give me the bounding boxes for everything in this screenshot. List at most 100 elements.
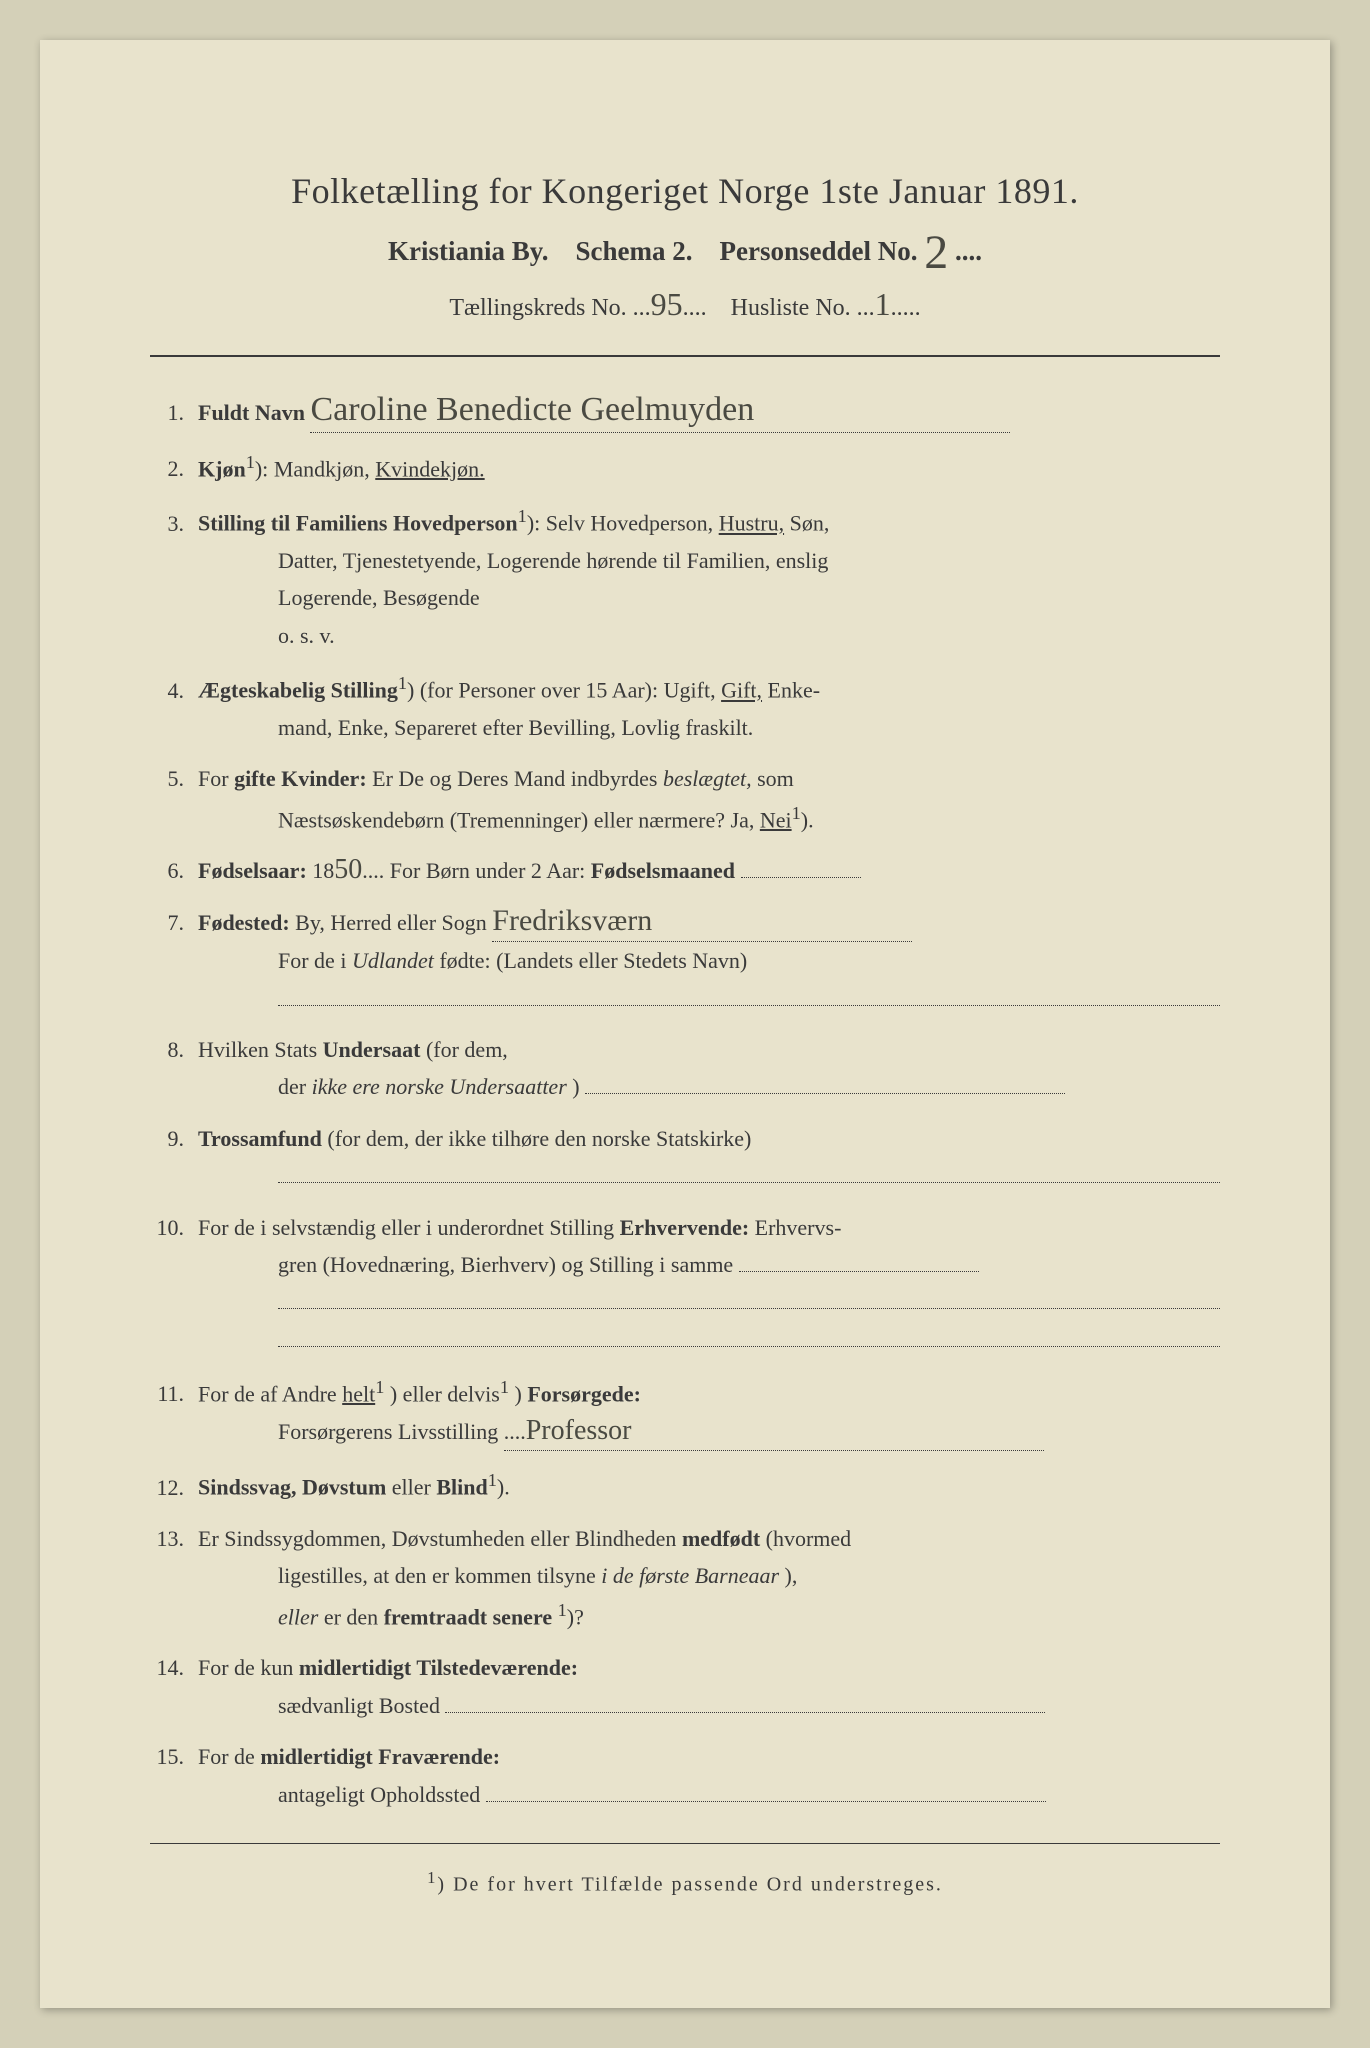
row-13-line3c: )?: [567, 1604, 584, 1629]
row-5-text2: som: [757, 766, 794, 791]
row-15-text1: For de: [198, 1744, 260, 1769]
row-8-field: [585, 1093, 1065, 1094]
census-form-page: Folketælling for Kongeriget Norge 1ste J…: [40, 40, 1330, 2008]
row-5-prefix: For: [198, 766, 234, 791]
row-8-line2b: ): [572, 1074, 579, 1099]
row-7-text1: By, Herred eller Sogn: [295, 910, 487, 935]
row-15-field: [486, 1801, 1046, 1802]
row-7: 7. Fødested: By, Herred eller Sogn Fredr…: [150, 904, 1220, 1017]
row-5-selected: Nei: [760, 807, 792, 832]
row-6-year-value: 50: [334, 856, 362, 884]
row-15-num: 15.: [150, 1738, 198, 1775]
row-6-num: 6.: [150, 852, 198, 889]
row-12-sup: 1: [488, 1470, 497, 1490]
row-14: 14. For de kun midlertidigt Tilstedevære…: [150, 1649, 1220, 1724]
row-5: 5. For gifte Kvinder: Er De og Deres Man…: [150, 760, 1220, 838]
row-11-num: 11.: [150, 1375, 198, 1412]
row-11-label: Forsørgede:: [527, 1381, 641, 1406]
row-5-text1: Er De og Deres Mand indbyrdes: [372, 766, 663, 791]
row-14-text1: For de kun: [198, 1655, 299, 1680]
row-4-opts2: Enke-: [768, 678, 821, 703]
subtitle-line-1: Kristiania By. Schema 2. Personseddel No…: [150, 236, 1220, 268]
row-8-text1: Hvilken Stats: [198, 1037, 323, 1062]
row-5-content: For gifte Kvinder: Er De og Deres Mand i…: [198, 760, 1220, 838]
personseddel-label: Personseddel No.: [720, 236, 918, 266]
row-10-content: For de i selvstændig eller i underordnet…: [198, 1209, 1220, 1359]
row-13-sup: 1: [558, 1600, 567, 1620]
row-4-line2: mand, Enke, Separeret efter Bevilling, L…: [198, 709, 1220, 746]
row-11-field: ....Professor: [504, 1413, 1044, 1451]
dots: ....: [955, 236, 982, 266]
row-12-content: Sindssvag, Døvstum eller Blind1).: [198, 1465, 1220, 1506]
row-1-num: 1.: [150, 394, 198, 431]
row-7-dotted: [198, 980, 1220, 1017]
row-2-selected: Kvindekjøn.: [375, 456, 484, 481]
row-13-line2: ligestilles, at den er kommen tilsyne i …: [198, 1557, 1220, 1594]
row-10-text2: Erhvervs-: [755, 1215, 842, 1240]
row-3-selected: Hustru,: [719, 511, 784, 536]
row-5-num: 5.: [150, 760, 198, 797]
row-1-value: Caroline Benedicte Geelmuyden: [310, 393, 754, 427]
row-13-line2b: ),: [785, 1563, 798, 1588]
row-3-line4: o. s. v.: [198, 617, 1220, 654]
row-7-field: Fredriksværn: [492, 904, 912, 942]
row-13-label2: fremtraadt senere: [384, 1604, 552, 1629]
row-10-line2: gren (Hovednæring, Bierhverv) og Stillin…: [278, 1252, 733, 1277]
row-14-line2-wrap: sædvanligt Bosted: [198, 1687, 1220, 1724]
row-4-label: Ægteskabelig Stilling: [198, 678, 398, 703]
row-13-text2: (hvormed: [766, 1526, 852, 1551]
row-2-num: 2.: [150, 450, 198, 487]
row-10-num: 10.: [150, 1209, 198, 1246]
row-13: 13. Er Sindssygdommen, Døvstumheden elle…: [150, 1520, 1220, 1636]
row-4-sup: 1: [398, 673, 407, 693]
row-14-line2: sædvanligt Bosted: [278, 1693, 440, 1718]
row-8: 8. Hvilken Stats Undersaat (for dem, der…: [150, 1031, 1220, 1106]
row-1: 1. Fuldt Navn Caroline Benedicte Geelmuy…: [150, 393, 1220, 432]
row-11: 11. For de af Andre helt1 ) eller delvis…: [150, 1372, 1220, 1451]
page-title: Folketælling for Kongeriget Norge 1ste J…: [150, 170, 1220, 212]
row-13-text1: Er Sindssygdommen, Døvstumheden eller Bl…: [198, 1526, 682, 1551]
row-8-italic: ikke ere norske Undersaatter: [312, 1074, 567, 1099]
bottom-divider: [150, 1843, 1220, 1844]
row-6-content: Fødselsaar: 1850.... For Børn under 2 Aa…: [198, 852, 1220, 889]
row-6: 6. Fødselsaar: 1850.... For Børn under 2…: [150, 852, 1220, 889]
row-10-field1: [739, 1271, 979, 1272]
row-5-italic1: beslægtet,: [663, 766, 752, 791]
row-4-opts1: Ugift,: [664, 678, 721, 703]
row-15-content: For de midlertidigt Fraværende: antageli…: [198, 1738, 1220, 1813]
city-label: Kristiania By.: [388, 236, 549, 266]
row-8-text2: (for dem,: [426, 1037, 508, 1062]
row-4-content: Ægteskabelig Stilling1) (for Personer ov…: [198, 668, 1220, 746]
row-14-field: [445, 1712, 1045, 1713]
row-3-line2: Datter, Tjenestetyende, Logerende hørend…: [198, 542, 1220, 579]
taellingskreds-value: 95: [651, 286, 683, 322]
row-11-u1: helt: [342, 1381, 375, 1406]
row-6-text2: For Børn under 2 Aar:: [390, 858, 591, 883]
row-2-options: Mandkjøn,: [274, 456, 375, 481]
row-12-num: 12.: [150, 1469, 198, 1506]
row-5-line2b: ).: [801, 807, 814, 832]
row-3-line1b: Søn,: [790, 511, 830, 536]
schema-label: Schema 2.: [576, 236, 693, 266]
row-3-content: Stilling til Familiens Hovedperson1): Se…: [198, 501, 1220, 654]
row-11-line2: Forsørgerens Livsstilling: [278, 1419, 498, 1444]
row-14-content: For de kun midlertidigt Tilstedeværende:…: [198, 1649, 1220, 1724]
husliste-label: Husliste No.: [731, 295, 851, 321]
row-5-sup: 1: [792, 803, 801, 823]
row-7-line2a: For de i: [278, 948, 352, 973]
row-5-line2a: Næstsøskendebørn (Tremenninger) eller næ…: [278, 807, 760, 832]
row-2: 2. Kjøn1): Mandkjøn, Kvindekjøn.: [150, 447, 1220, 488]
row-7-line2b: fødte: (Landets eller Stedets Navn): [439, 948, 747, 973]
row-13-italic1: i de første Barneaar: [601, 1563, 779, 1588]
row-10-dotted2: [198, 1321, 1220, 1358]
row-11-text2: ) eller delvis: [390, 1381, 500, 1406]
row-11-text3: ): [515, 1381, 528, 1406]
row-7-label: Fødested:: [198, 910, 290, 935]
row-7-value: Fredriksværn: [492, 906, 652, 936]
row-10-line2-wrap: gren (Hovednæring, Bierhverv) og Stillin…: [198, 1246, 1220, 1283]
row-4: 4. Ægteskabelig Stilling1) (for Personer…: [150, 668, 1220, 746]
husliste-value: 1: [875, 286, 891, 322]
row-9: 9. Trossamfund (for dem, der ikke tilhør…: [150, 1120, 1220, 1195]
row-13-label: medfødt: [682, 1526, 760, 1551]
taellingskreds-label: Tællingskreds No.: [449, 295, 626, 321]
